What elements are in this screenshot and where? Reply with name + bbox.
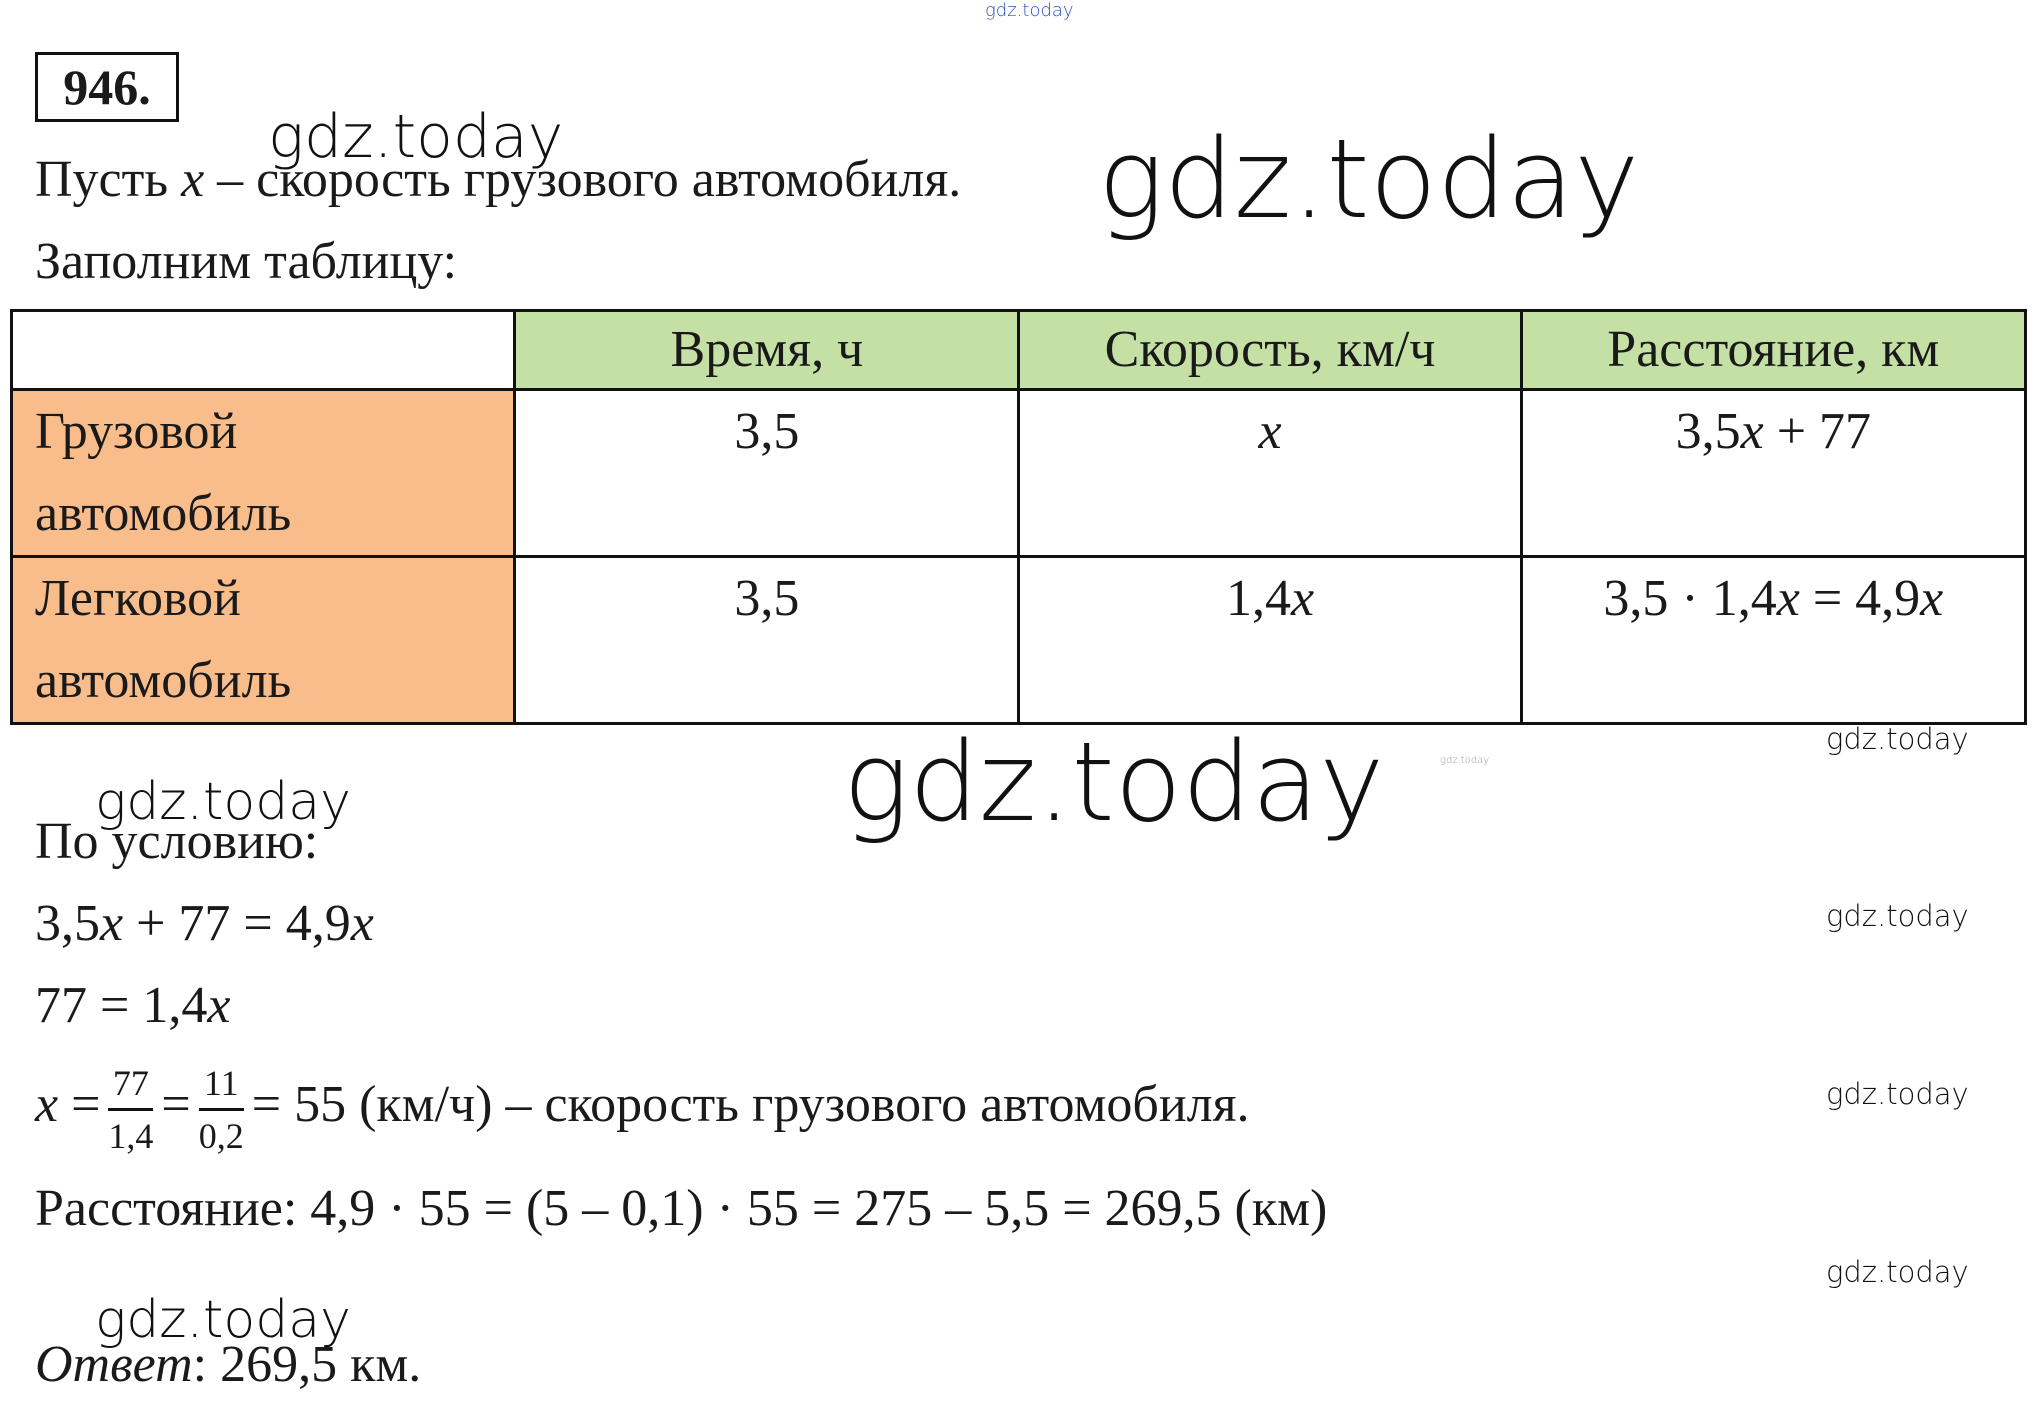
equation: 3,5x + 77 = 4,9x [35, 895, 374, 952]
watermark: gdz.today [1826, 1077, 1969, 1111]
header-cell [9, 309, 517, 391]
solution-lhs: x = [35, 1076, 101, 1133]
answer: Ответ: 269,5 км. [35, 1335, 421, 1395]
table-row: Грузовой автомобиль 3,5 x 3,5x + 77 [9, 388, 2028, 558]
header-cell: Расстояние, км [1519, 309, 2028, 391]
cell: 3,5 [513, 388, 1021, 558]
cell: 3,5 [513, 555, 1021, 725]
row-header: Легковой автомобиль [9, 555, 517, 725]
table: Время, ч Скорость, км/ч Расстояние, км Г… [9, 309, 2028, 725]
equation: 77 = 1,4x [35, 977, 231, 1034]
denominator: 1,4 [108, 1115, 154, 1156]
header-cell: Время, ч [513, 309, 1021, 391]
problem-number: 946. [35, 52, 179, 122]
solution-eq: = [161, 1076, 191, 1133]
answer-text: : 269,5 км. [192, 1336, 422, 1393]
row-header: Грузовой автомобиль [9, 388, 517, 558]
cell: 1,4x [1017, 555, 1523, 725]
table-row: Легковой автомобиль 3,5 1,4x 3,5 · 1,4x =… [9, 555, 2028, 725]
watermark: gdz.today [1098, 115, 1640, 243]
watermark: gdz.today [95, 1290, 351, 1350]
fraction: 77 1,4 [108, 1062, 154, 1157]
watermark: gdz.today [268, 102, 564, 172]
header-cell: Скорость, км/ч [1017, 309, 1523, 391]
row-header-line: автомобиль [35, 485, 292, 542]
cell: 3,5x + 77 [1519, 388, 2028, 558]
denominator: 0,2 [198, 1115, 244, 1156]
watermark: gdz.today [1826, 722, 1969, 756]
cell: x [1017, 388, 1523, 558]
watermark: gdz.today [843, 718, 1385, 846]
row-header-line: автомобиль [35, 652, 292, 709]
table-intro: Заполним таблицу: [35, 233, 458, 290]
numerator: 77 [108, 1062, 154, 1111]
cell: 3,5 · 1,4x = 4,9x [1519, 555, 2028, 725]
watermark: gdz.today [985, 0, 1074, 21]
watermark: gdz.today [95, 772, 351, 832]
distance: Расстояние: 4,9 · 55 = (5 – 0,1) · 55 = … [35, 1180, 1328, 1237]
fraction: 11 0,2 [198, 1062, 244, 1157]
solution: x = 77 1,4 = 11 0,2 = 55 (км/ч) – скорость гру… [35, 1052, 1250, 1158]
numerator: 11 [198, 1062, 244, 1111]
watermark: gdz.today [1826, 899, 1969, 933]
row-header-line: Легковой [35, 570, 241, 627]
table-header: Время, ч Скорость, км/ч Расстояние, км [9, 309, 2028, 391]
answer-label: Ответ [35, 1336, 193, 1393]
solution-rest: = 55 (км/ч) – скорость грузового автомоб… [251, 1076, 1250, 1133]
condition: По условию: [35, 813, 319, 870]
watermark: gdz.today [1440, 755, 1490, 766]
intro: Пусть x – скорость грузового автомобиля. [35, 151, 962, 208]
row-header-line: Грузовой [35, 403, 238, 460]
watermark: gdz.today [1826, 1255, 1969, 1289]
